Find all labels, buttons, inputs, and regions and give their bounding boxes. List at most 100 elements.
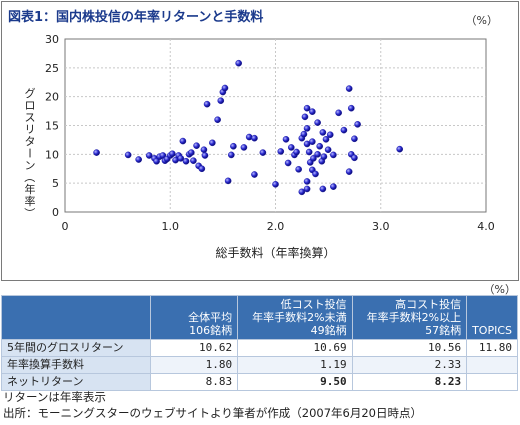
data-point [169,150,176,158]
data-point [200,146,208,154]
row-label: ネットリターン [0,373,152,391]
data-point [309,108,316,115]
data-point [235,59,242,67]
data-point [153,157,160,165]
data-point [251,171,258,178]
x-axis-label: 総手数料（年率換算） [215,245,335,260]
data-point [187,149,195,156]
table-row: ネットリターン 8.83 9.50 8.23 [0,373,518,391]
y-tick-label: 5 [52,177,59,190]
data-point [227,151,235,159]
table-cell: 8.23 [351,373,468,391]
data-point [351,135,358,143]
data-point [300,130,308,138]
data-point [217,97,225,105]
data-point [324,146,332,154]
scatter-chart: 0 5 10 15 20 25 30 0 1.0 2.0 3.0 4.0 総手数料（年率換算） グロスリタ… [23,33,495,260]
x-tick-label: 4.0 [477,220,495,233]
data-point [209,139,216,147]
y-axis-label-char: グ [25,86,36,100]
summary-table: 全体平均 106銘柄 低コスト投信 年率手数料2%未満 49銘柄 高コスト投信 … [0,295,518,391]
row-label: 年率換算手数料 [0,356,152,374]
data-point [345,85,353,92]
y-axis-label-char: （ [23,172,36,183]
data-point [201,152,209,159]
row-label: 5年間のグロスリターン [0,339,152,357]
table-cell: 8.83 [150,373,239,391]
chart-unit: （%） [465,14,498,27]
x-tick-label: 2.0 [267,220,285,233]
table-cell: 1.80 [150,356,239,374]
table-cell: 10.69 [237,339,353,357]
data-point [190,157,197,164]
source-line: 出所：モーニングスターのウェブサイトより筆者が作成（2007年6月20日時点） [3,406,422,420]
y-axis-label-char: リ [25,123,36,136]
data-point [284,159,292,167]
data-point [312,170,319,178]
table-cell: 2.33 [351,356,468,374]
y-axis-label-char: ー [23,148,36,159]
data-point [340,126,348,134]
y-tick-label: 30 [45,33,59,46]
data-point [330,183,337,190]
data-point [221,84,229,92]
table-row: 5年間のグロスリターン 10.62 10.69 10.56 11.80 [0,339,518,357]
data-point [314,151,321,158]
table-header-overall: 全体平均 106銘柄 [150,295,239,340]
data-point [224,177,232,185]
data-point [182,157,190,165]
table-header-high-cost: 高コスト投信 年率手数料2%以上 57銘柄 [351,295,468,340]
data-point [198,165,206,173]
y-tick-label: 10 [45,148,59,161]
data-point [303,125,311,132]
table-cell [466,356,518,374]
table-header-empty [0,295,152,340]
data-point [303,104,311,112]
table-unit: （%） [483,283,516,296]
table-cell: 11.80 [466,339,518,357]
data-point [396,145,403,153]
data-point [309,138,316,145]
y-tick-label: 20 [45,91,59,104]
x-tick-label: 3.0 [372,220,390,233]
data-point [347,104,355,112]
data-point [135,156,142,163]
data-point [319,185,327,193]
data-point [322,136,330,143]
data-point [203,100,211,108]
data-point [293,148,300,156]
data-point [93,149,100,156]
y-axis-label-char: タ [25,135,36,148]
data-point [351,154,358,162]
data-point [303,185,311,193]
data-point [177,155,185,162]
x-tick-label: 0 [62,220,69,233]
table-header-topics: TOPICS [466,295,518,340]
data-point [330,151,337,159]
data-point [319,129,327,136]
data-point [179,137,187,145]
data-point [314,119,321,126]
y-axis-label-char: 率 [25,194,36,208]
table-cell: 10.56 [351,339,468,357]
table-cell [466,373,518,391]
data-point [345,168,353,175]
data-point [354,121,361,128]
figure-title: 図表1：国内株投信の年率リターンと手数料 [8,10,264,25]
data-point [295,166,302,173]
y-axis-label-char: ロ [25,99,36,112]
table-header-low-cost: 低コスト投信 年率手数料2%未満 49銘柄 [237,295,353,340]
chart-panel: 図表1：国内株投信の年率リターンと手数料 （%） 0 5 10 15 20 25 30 0 1.… [1,1,519,281]
data-point [287,144,295,151]
y-axis-label-char: ス [25,111,36,124]
table-row: 年率換算手数料 1.80 1.19 2.33 [0,356,518,374]
data-point [251,134,258,142]
data-point [310,155,317,162]
data-point [230,142,237,150]
x-tick-label: 1.0 [162,220,180,233]
data-point [272,181,279,188]
data-point [326,131,334,139]
y-tick-label: 15 [45,120,59,133]
y-axis-label-char: ン [25,159,36,172]
data-point [145,152,153,159]
